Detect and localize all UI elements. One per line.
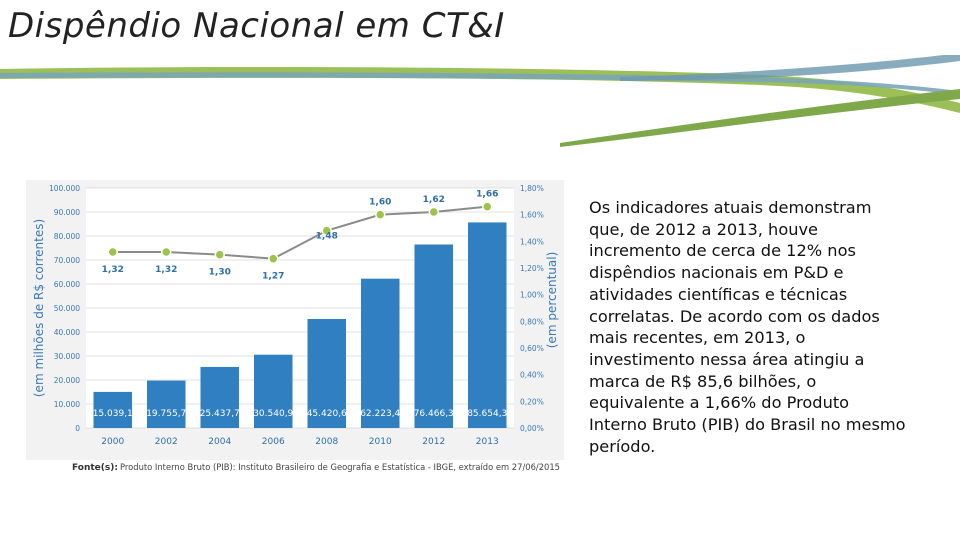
line-point — [161, 246, 172, 258]
line-value-label: 1,32 — [102, 265, 124, 275]
y-tick-label: 100.000 — [49, 184, 80, 193]
left-axis-ticks: 0 10.000 20.000 30.000 40.000 50.000 60.000 70.… — [49, 184, 80, 433]
bar — [414, 244, 454, 428]
x-tick-label: 2012 — [422, 437, 445, 447]
y2-tick-label: 1,00% — [520, 291, 544, 300]
line-value-label: 1,27 — [262, 272, 284, 282]
line-value-label: 1,30 — [209, 268, 231, 278]
bar — [360, 278, 400, 428]
line-value-label: 1,48 — [316, 232, 338, 242]
x-tick-label: 2008 — [315, 437, 338, 447]
bar — [93, 391, 133, 428]
y-tick-label: 0 — [75, 424, 80, 433]
y-tick-label: 60.000 — [54, 280, 80, 289]
bar-value-label: 85.654,3 — [467, 409, 507, 419]
line-point — [428, 206, 439, 218]
line-point — [375, 209, 386, 220]
bar-value-label: 76.466,3 — [414, 409, 454, 419]
y-tick-label: 50.000 — [54, 304, 80, 313]
line-point — [268, 253, 279, 264]
line-point — [321, 225, 332, 236]
x-tick-label: 2006 — [262, 437, 285, 447]
y-axis-label: (em milhões de R$ correntes) — [32, 219, 46, 397]
chart-container: 15.039,1 19.755,7 25.437,7 30.540,9 45.420,6… — [26, 180, 564, 476]
y2-tick-label: 0,20% — [520, 397, 544, 406]
line-value-labels: 1,32 1,32 1,30 1,27 1,48 1,60 1,62 1,66 — [102, 190, 499, 282]
bar — [307, 318, 347, 428]
line-point — [214, 249, 225, 260]
x-axis-ticks: 2000 2002 2004 2006 2008 2010 2012 2013 — [101, 437, 498, 447]
banner-green-arc — [560, 89, 960, 147]
bar — [146, 380, 186, 428]
bar — [200, 366, 240, 428]
bar-value-label: 19.755,7 — [146, 409, 186, 419]
line-value-label: 1,62 — [423, 195, 445, 205]
line-point — [107, 246, 118, 258]
line-point — [482, 201, 493, 212]
y2-tick-label: 1,60% — [520, 211, 544, 220]
bar-value-label: 15.039,1 — [93, 409, 133, 419]
right-axis-ticks: 0,00% 0,20% 0,40% 0,60% 0,80% 1,00% 1,20% 1,40%… — [520, 184, 544, 433]
bar — [467, 222, 507, 428]
x-tick-label: 2000 — [101, 437, 124, 447]
y2-tick-label: 1,40% — [520, 237, 544, 246]
series-line — [112, 205, 488, 260]
y-tick-label: 70.000 — [54, 256, 80, 265]
y-tick-label: 30.000 — [54, 352, 80, 361]
y2-tick-label: 1,20% — [520, 264, 544, 273]
line-value-label: 1,66 — [476, 190, 498, 200]
line-series — [107, 201, 493, 264]
y-tick-label: 10.000 — [54, 400, 80, 409]
y-tick-label: 90.000 — [54, 208, 80, 217]
x-tick-label: 2004 — [208, 437, 231, 447]
y-tick-label: 40.000 — [54, 328, 80, 337]
bar-value-label: 62.223,4 — [360, 409, 400, 419]
decorative-banner — [0, 55, 960, 147]
bar-series — [93, 222, 507, 428]
banner-blue-arc — [620, 55, 960, 81]
x-tick-label: 2013 — [476, 437, 499, 447]
x-tick-label: 2002 — [155, 437, 178, 447]
bar-value-label: 30.540,9 — [253, 409, 293, 419]
y2-axis-label: (em percentual) — [545, 252, 559, 349]
bar-value-labels: 15.039,1 19.755,7 25.437,7 30.540,9 45.420,6… — [93, 409, 508, 419]
y2-tick-label: 0,60% — [520, 344, 544, 353]
line-value-label: 1,60 — [369, 198, 391, 208]
y-tick-label: 20.000 — [54, 376, 80, 385]
line-value-label: 1,32 — [155, 265, 177, 275]
slide-title: Dispêndio Nacional em CT&I — [8, 6, 505, 46]
banner-blue-stripe — [0, 72, 960, 95]
y2-tick-label: 1,80% — [520, 184, 544, 193]
x-tick-label: 2010 — [369, 437, 392, 447]
y2-tick-label: 0,00% — [520, 424, 544, 433]
y2-tick-label: 0,40% — [520, 371, 544, 380]
bar-value-label: 25.437,7 — [200, 409, 240, 419]
body-text: Os indicadores atuais demonstram que, de… — [589, 198, 906, 456]
y2-tick-label: 0,80% — [520, 317, 544, 326]
bar — [253, 354, 293, 428]
dispendio-chart: 15.039,1 19.755,7 25.437,7 30.540,9 45.420,6… — [26, 180, 564, 473]
source-label: Fonte(s): — [72, 463, 118, 473]
y-tick-label: 80.000 — [54, 232, 80, 241]
bar-value-label: 45.420,6 — [307, 409, 347, 419]
source-text: Produto Interno Bruto (PIB): Instituto B… — [120, 463, 560, 473]
